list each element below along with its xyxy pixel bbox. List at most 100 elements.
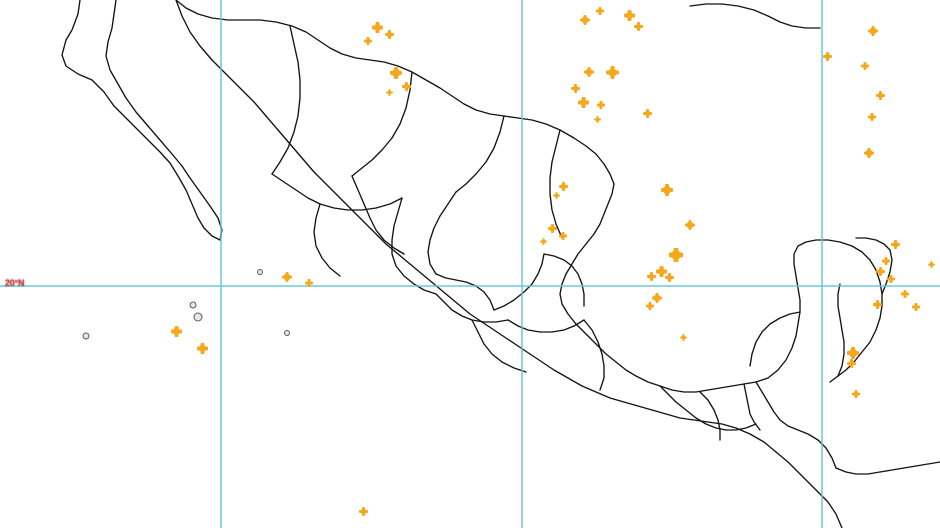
lightning-strike-marker[interactable] bbox=[633, 21, 643, 31]
strike-core bbox=[892, 241, 898, 247]
lightning-strike-marker[interactable] bbox=[552, 191, 560, 199]
lightning-strike-marker[interactable] bbox=[864, 148, 874, 158]
lightning-strike-marker[interactable] bbox=[679, 333, 687, 341]
lightning-strike-marker[interactable] bbox=[593, 115, 601, 123]
strike-core bbox=[874, 301, 880, 307]
strike-core bbox=[580, 99, 586, 105]
lightning-strike-marker[interactable] bbox=[580, 15, 590, 25]
gridline-meridian-center bbox=[521, 0, 523, 528]
coordinate-label: 20°N bbox=[5, 278, 25, 288]
gridline-meridian-west bbox=[220, 0, 222, 528]
lightning-strike-marker[interactable] bbox=[539, 237, 547, 245]
strike-core bbox=[560, 183, 566, 189]
lightning-strike-marker[interactable] bbox=[655, 265, 667, 277]
lightning-strike-marker[interactable] bbox=[912, 303, 920, 311]
lightning-strike-marker[interactable] bbox=[669, 248, 683, 262]
strike-core bbox=[307, 281, 311, 285]
lightning-strike-marker[interactable] bbox=[875, 266, 885, 276]
strike-core bbox=[599, 103, 603, 107]
lightning-strike-marker[interactable] bbox=[401, 81, 411, 91]
strike-core bbox=[877, 92, 883, 98]
lightning-strike-marker[interactable] bbox=[685, 220, 695, 230]
lightning-strike-marker[interactable] bbox=[390, 67, 402, 79]
strike-core bbox=[914, 305, 918, 309]
strike-core bbox=[284, 274, 290, 280]
strike-core bbox=[626, 12, 632, 18]
lightning-strike-marker[interactable] bbox=[597, 101, 605, 109]
lightning-strike-marker[interactable] bbox=[847, 347, 859, 359]
lightning-strike-marker[interactable] bbox=[664, 272, 674, 282]
strike-core bbox=[199, 345, 205, 351]
lightning-strike-marker[interactable] bbox=[901, 290, 909, 298]
strike-core bbox=[561, 234, 565, 238]
decayed-strike-marker[interactable] bbox=[189, 301, 197, 309]
strike-core bbox=[824, 53, 830, 59]
strike-core bbox=[863, 64, 867, 68]
lightning-strike-marker[interactable] bbox=[822, 51, 832, 61]
lightning-strike-marker[interactable] bbox=[358, 506, 368, 516]
strike-core bbox=[666, 274, 672, 280]
strike-core bbox=[586, 69, 592, 75]
lightning-strike-marker[interactable] bbox=[890, 239, 900, 249]
lightning-strike-marker[interactable] bbox=[584, 67, 594, 77]
lightning-strike-marker[interactable] bbox=[605, 65, 619, 79]
lightning-strike-marker[interactable] bbox=[577, 96, 589, 108]
lightning-strike-marker[interactable] bbox=[868, 26, 878, 36]
lightning-strike-marker[interactable] bbox=[364, 37, 372, 45]
lightning-strike-marker[interactable] bbox=[282, 272, 292, 282]
strike-core bbox=[572, 85, 578, 91]
strike-core bbox=[554, 193, 558, 197]
lightning-strike-marker[interactable] bbox=[646, 302, 654, 310]
decayed-strike-marker[interactable] bbox=[257, 269, 263, 275]
lightning-strike-marker[interactable] bbox=[882, 257, 890, 265]
lightning-strike-marker[interactable] bbox=[196, 342, 208, 354]
lightning-strike-marker[interactable] bbox=[596, 7, 604, 15]
lightning-strike-marker[interactable] bbox=[305, 279, 313, 287]
lightning-strike-marker[interactable] bbox=[852, 390, 860, 398]
lightning-strike-marker[interactable] bbox=[875, 90, 885, 100]
strike-core bbox=[366, 39, 370, 43]
lightning-strike-marker[interactable] bbox=[652, 293, 662, 303]
strike-core bbox=[608, 68, 616, 76]
lightning-strike-marker[interactable] bbox=[384, 29, 394, 39]
strike-core bbox=[644, 110, 650, 116]
lightning-strike-marker[interactable] bbox=[861, 62, 869, 70]
lightning-strike-marker[interactable] bbox=[371, 21, 383, 33]
lightning-strike-marker[interactable] bbox=[570, 83, 580, 93]
lightning-strike-marker[interactable] bbox=[547, 223, 557, 233]
lightning-strike-marker[interactable] bbox=[661, 184, 673, 196]
strike-core bbox=[854, 392, 858, 396]
strike-core bbox=[648, 273, 654, 279]
strike-core bbox=[866, 150, 872, 156]
strike-core bbox=[849, 349, 857, 357]
lightning-strike-marker[interactable] bbox=[642, 108, 652, 118]
lightning-strike-marker[interactable] bbox=[559, 232, 567, 240]
strike-core bbox=[658, 268, 664, 274]
decayed-strike-marker[interactable] bbox=[82, 332, 90, 340]
lightning-strike-marker[interactable] bbox=[385, 88, 393, 96]
strike-core bbox=[648, 304, 652, 308]
lightning-strike-marker[interactable] bbox=[623, 9, 635, 21]
lightning-strike-marker[interactable] bbox=[846, 358, 856, 368]
strike-core bbox=[903, 292, 907, 296]
gridline-meridian-east bbox=[821, 0, 823, 528]
strike-core bbox=[889, 277, 893, 281]
lightning-strike-marker[interactable] bbox=[558, 181, 568, 191]
lightning-strike-marker[interactable] bbox=[872, 299, 882, 309]
lightning-strike-marker[interactable] bbox=[170, 325, 182, 337]
lightning-strike-marker[interactable] bbox=[868, 113, 876, 121]
lightning-strike-marker[interactable] bbox=[646, 271, 656, 281]
strike-core bbox=[595, 117, 599, 121]
decayed-strike-marker[interactable] bbox=[193, 312, 203, 322]
strike-core bbox=[386, 31, 392, 37]
lightning-strike-marker[interactable] bbox=[887, 275, 895, 283]
strike-core bbox=[672, 251, 680, 259]
lightning-strike-marker[interactable] bbox=[927, 260, 935, 268]
strike-core bbox=[870, 28, 876, 34]
decayed-strike-marker[interactable] bbox=[284, 330, 290, 336]
strike-core bbox=[582, 17, 588, 23]
strike-core bbox=[360, 508, 366, 514]
